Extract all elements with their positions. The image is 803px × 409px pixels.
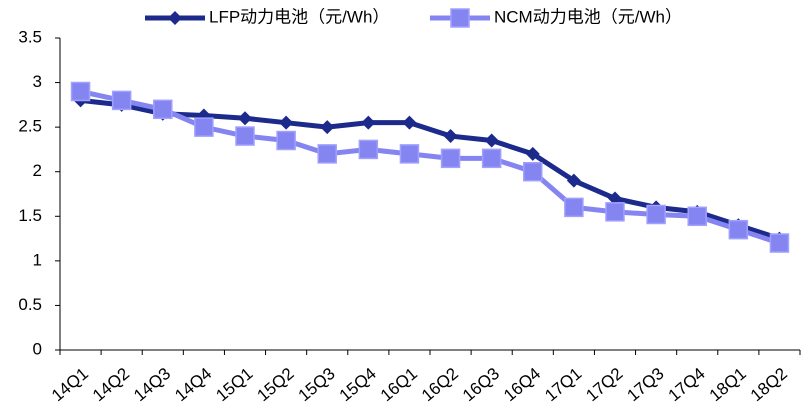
data-point: [320, 120, 335, 135]
data-point: [111, 90, 132, 111]
y-tick-label: 3: [33, 72, 42, 91]
data-point: [276, 130, 296, 151]
data-point: [279, 115, 294, 130]
x-tick-label: 15Q4: [336, 364, 380, 405]
legend-marker: [450, 8, 470, 28]
data-point: [238, 111, 252, 126]
x-tick-label: 14Q4: [171, 364, 215, 405]
data-point: [484, 133, 499, 148]
x-tick-label: 14Q3: [130, 364, 174, 405]
data-point: [402, 115, 417, 130]
x-tick-label: 17Q4: [665, 364, 709, 405]
x-tick-label: 14Q1: [48, 364, 92, 405]
data-point: [605, 202, 625, 222]
x-tick-label: 18Q2: [747, 364, 791, 405]
y-tick-label: 2: [33, 161, 42, 180]
x-tick-label: 15Q2: [253, 364, 297, 405]
data-point: [566, 173, 581, 188]
legend-label: LFP动力电池（元/Wh）: [209, 7, 389, 26]
y-tick-label: 1.5: [18, 206, 42, 225]
data-point: [728, 219, 749, 240]
x-tick-label: 15Q3: [295, 364, 339, 405]
data-point: [525, 146, 540, 161]
data-point: [481, 148, 502, 169]
x-tick-label: 18Q1: [706, 364, 750, 405]
data-point: [646, 204, 666, 225]
data-point: [361, 115, 376, 130]
x-tick-label: 17Q1: [541, 364, 585, 405]
data-point: [153, 99, 173, 120]
data-point: [687, 206, 707, 227]
data-point: [70, 81, 91, 102]
x-tick-label: 15Q1: [212, 364, 256, 405]
y-tick-label: 0.5: [18, 295, 42, 314]
x-tick-label: 17Q2: [582, 364, 626, 405]
x-tick-label: 16Q4: [500, 364, 544, 405]
data-point: [440, 148, 461, 169]
data-point: [399, 144, 420, 164]
data-point: [358, 139, 379, 160]
data-point: [443, 129, 458, 144]
x-tick-label: 17Q3: [623, 364, 667, 405]
x-tick-label: 16Q1: [377, 364, 421, 405]
data-point: [523, 161, 543, 182]
x-tick-label: 16Q2: [418, 364, 462, 405]
y-tick-label: 2.5: [18, 117, 42, 136]
y-tick-label: 0: [33, 339, 42, 358]
data-point: [194, 117, 214, 137]
data-point: [317, 144, 337, 164]
data-point: [769, 233, 790, 253]
x-tick-label: 16Q3: [459, 364, 503, 405]
y-tick-label: 3.5: [18, 27, 42, 46]
data-point: [608, 191, 622, 206]
data-point: [564, 197, 584, 218]
data-point: [235, 126, 255, 146]
y-tick-label: 1: [33, 250, 42, 269]
legend-label: NCM动力电池（元/Wh）: [494, 7, 682, 26]
x-tick-label: 14Q2: [89, 364, 133, 405]
legend-marker: [168, 11, 182, 25]
